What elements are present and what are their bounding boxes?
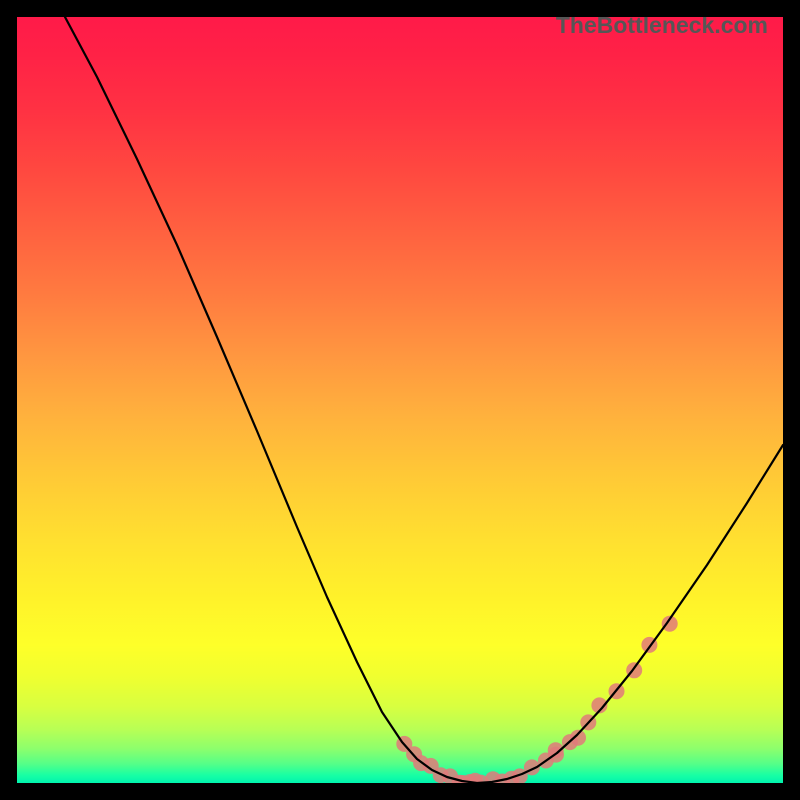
watermark-text: TheBottleneck.com — [556, 17, 768, 39]
marker-group — [396, 616, 677, 783]
curve-layer — [17, 17, 783, 783]
plot-area: TheBottleneck.com — [17, 17, 783, 783]
bottleneck-curve — [65, 17, 783, 783]
